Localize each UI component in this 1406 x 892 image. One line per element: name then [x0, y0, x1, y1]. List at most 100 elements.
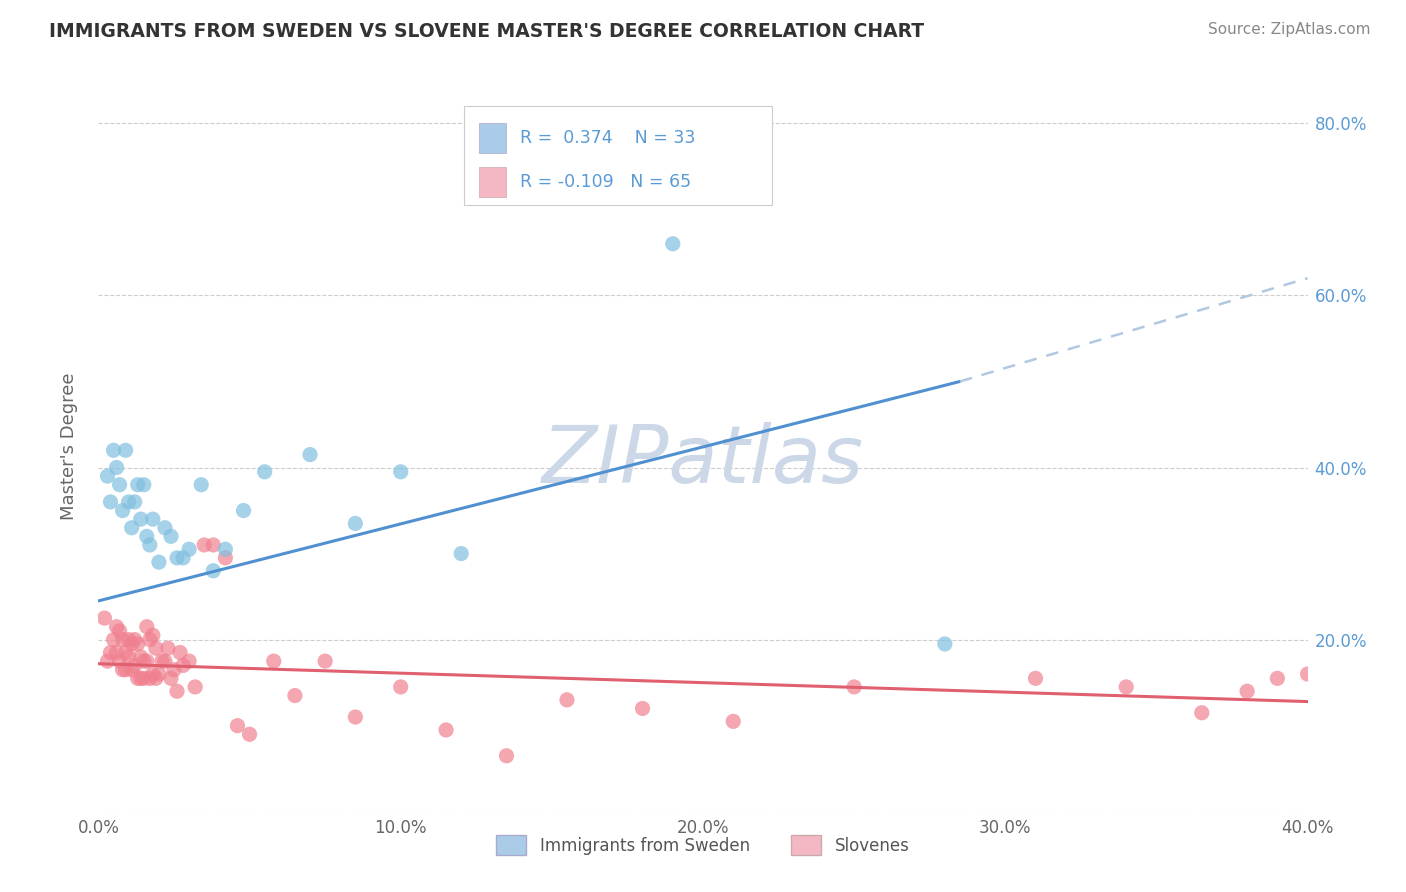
Point [124, 658, 146, 673]
Point [139, 671, 162, 685]
Point [1115, 680, 1137, 694]
Point [166, 550, 188, 565]
Point [184, 680, 207, 694]
Point [661, 236, 683, 251]
Point [124, 495, 146, 509]
Point [105, 646, 128, 660]
Point [114, 663, 136, 677]
Legend: Immigrants from Sweden, Slovenes: Immigrants from Sweden, Slovenes [489, 829, 917, 862]
Point [169, 646, 191, 660]
Text: ZIPatlas: ZIPatlas [541, 422, 865, 500]
Point [299, 448, 322, 462]
Point [214, 550, 236, 565]
Point [129, 671, 152, 685]
Point [172, 658, 194, 673]
Point [129, 649, 152, 664]
Point [142, 628, 165, 642]
Text: R =  0.374    N = 33: R = 0.374 N = 33 [520, 129, 696, 147]
FancyBboxPatch shape [479, 123, 506, 153]
Point [193, 538, 215, 552]
Point [127, 637, 149, 651]
Point [166, 684, 188, 698]
Point [226, 719, 249, 733]
Point [1267, 671, 1289, 685]
Point [142, 512, 165, 526]
Point [114, 646, 136, 660]
Point [160, 671, 183, 685]
Point [103, 443, 125, 458]
Point [108, 477, 131, 491]
Point [202, 538, 225, 552]
Point [1236, 684, 1258, 698]
Text: IMMIGRANTS FROM SWEDEN VS SLOVENE MASTER'S DEGREE CORRELATION CHART: IMMIGRANTS FROM SWEDEN VS SLOVENE MASTER… [49, 22, 924, 41]
Point [202, 564, 225, 578]
Point [1191, 706, 1213, 720]
Point [1024, 671, 1046, 685]
Point [934, 637, 956, 651]
Point [148, 555, 170, 569]
Point [160, 529, 183, 543]
Point [118, 649, 141, 664]
Point [253, 465, 276, 479]
Point [150, 654, 173, 668]
Point [114, 443, 136, 458]
Point [118, 632, 141, 647]
Point [142, 667, 165, 681]
Point [1296, 667, 1319, 681]
Point [111, 632, 134, 647]
Point [100, 646, 122, 660]
Point [450, 547, 472, 561]
Point [96, 469, 118, 483]
Point [723, 714, 745, 729]
Point [389, 465, 412, 479]
Point [344, 516, 367, 531]
Point [105, 620, 128, 634]
Point [156, 641, 179, 656]
Point [129, 512, 152, 526]
Point [111, 663, 134, 677]
Y-axis label: Master's Degree: Master's Degree [59, 372, 77, 520]
Point [190, 477, 212, 491]
Point [239, 727, 262, 741]
Point [263, 654, 285, 668]
Point [108, 654, 131, 668]
Point [121, 521, 143, 535]
Point [121, 663, 143, 677]
Point [139, 632, 162, 647]
Point [118, 495, 141, 509]
Point [284, 689, 307, 703]
Point [108, 624, 131, 638]
Point [127, 671, 149, 685]
Point [135, 620, 157, 634]
Point [127, 477, 149, 491]
Point [139, 538, 162, 552]
Point [434, 723, 457, 737]
Point [105, 460, 128, 475]
Point [214, 542, 236, 557]
Point [555, 693, 578, 707]
Point [153, 521, 176, 535]
Point [344, 710, 367, 724]
Point [844, 680, 866, 694]
Point [132, 654, 155, 668]
Point [93, 611, 115, 625]
Text: R = -0.109   N = 65: R = -0.109 N = 65 [520, 173, 692, 191]
Point [148, 667, 170, 681]
Point [124, 632, 146, 647]
Text: Source: ZipAtlas.com: Source: ZipAtlas.com [1208, 22, 1371, 37]
Point [103, 632, 125, 647]
Point [100, 495, 122, 509]
Point [132, 671, 155, 685]
Point [153, 654, 176, 668]
Point [232, 503, 254, 517]
Point [172, 550, 194, 565]
Point [135, 654, 157, 668]
Point [121, 637, 143, 651]
Point [179, 654, 201, 668]
Point [96, 654, 118, 668]
FancyBboxPatch shape [479, 167, 506, 197]
Point [132, 477, 155, 491]
FancyBboxPatch shape [464, 106, 772, 204]
Point [314, 654, 336, 668]
Point [389, 680, 412, 694]
